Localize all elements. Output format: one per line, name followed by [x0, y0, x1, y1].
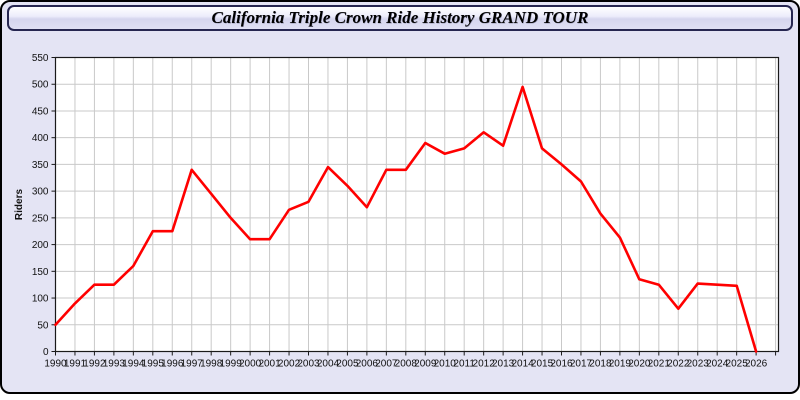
x-tick-label: 2010: [434, 359, 457, 370]
x-tick-label: 2022: [667, 359, 690, 370]
y-tick-label: 250: [32, 213, 49, 224]
x-tick-label: 2024: [706, 359, 729, 370]
x-tick-label: 2013: [492, 359, 515, 370]
x-tick-label: 2009: [414, 359, 437, 370]
x-tick-label: 2023: [687, 359, 710, 370]
plot-area: [55, 57, 779, 352]
chart-title-bar: California Triple Crown Ride History GRA…: [7, 5, 793, 31]
x-tick-label: 2017: [570, 359, 593, 370]
y-axis-labels: 0 50 100 150 200 250 300 350 400 450 500 550: [32, 53, 49, 358]
y-tick-label: 150: [32, 267, 49, 278]
x-tick-label: 2001: [258, 359, 281, 370]
y-tick-label: 0: [43, 347, 49, 358]
chart-title: California Triple Crown Ride History GRA…: [211, 8, 589, 27]
x-tick-label: 2025: [726, 359, 749, 370]
gridlines: [55, 57, 779, 352]
x-tick-label: 2003: [297, 359, 320, 370]
x-tick-label: 2011: [453, 359, 475, 370]
tick-marks: [51, 57, 777, 356]
x-tick-label: 2004: [317, 359, 340, 370]
x-tick-label: 1990: [44, 359, 67, 370]
y-tick-label: 100: [32, 294, 49, 305]
x-tick-label: 2016: [550, 359, 573, 370]
x-tick-label: 1993: [103, 359, 126, 370]
x-tick-label: 1997: [181, 359, 204, 370]
x-tick-label: 1991: [64, 359, 87, 370]
x-tick-label: 2019: [609, 359, 632, 370]
riders-line: [54, 85, 758, 353]
x-tick-label: 2007: [375, 359, 398, 370]
x-tick-label: 2015: [531, 359, 554, 370]
y-tick-label: 350: [32, 160, 49, 171]
x-tick-label: 2012: [473, 359, 496, 370]
x-tick-label: 1995: [142, 359, 165, 370]
y-tick-label: 450: [32, 106, 49, 117]
y-tick-label: 550: [32, 53, 49, 64]
x-tick-label: 2021: [648, 359, 671, 370]
x-tick-label: 2000: [239, 359, 262, 370]
chart-svg: 0501001502002503003504004505005501990199…: [14, 53, 780, 370]
x-tick-label: 1994: [122, 359, 145, 370]
y-axis-title: Riders: [14, 189, 25, 221]
x-tick-label: 2002: [278, 359, 301, 370]
y-tick-label: 200: [32, 240, 49, 251]
y-tick-label: 400: [32, 133, 49, 144]
x-tick-label: 1999: [220, 359, 243, 370]
x-axis-labels: 1990199119921993199419951996199719981999…: [44, 359, 767, 370]
x-tick-label: 2020: [628, 359, 651, 370]
x-tick-label: 2014: [511, 359, 534, 370]
y-tick-label: 50: [37, 320, 49, 331]
y-tick-label: 500: [32, 80, 49, 91]
plot-border: [54, 56, 780, 353]
x-tick-label: 2006: [356, 359, 379, 370]
x-tick-label: 2005: [336, 359, 359, 370]
x-tick-label: 1992: [83, 359, 106, 370]
x-tick-label: 2026: [745, 359, 768, 370]
x-tick-label: 2018: [589, 359, 612, 370]
x-tick-label: 1996: [161, 359, 184, 370]
y-tick-label: 300: [32, 187, 49, 198]
x-tick-label: 2008: [395, 359, 418, 370]
x-tick-label: 1998: [200, 359, 223, 370]
